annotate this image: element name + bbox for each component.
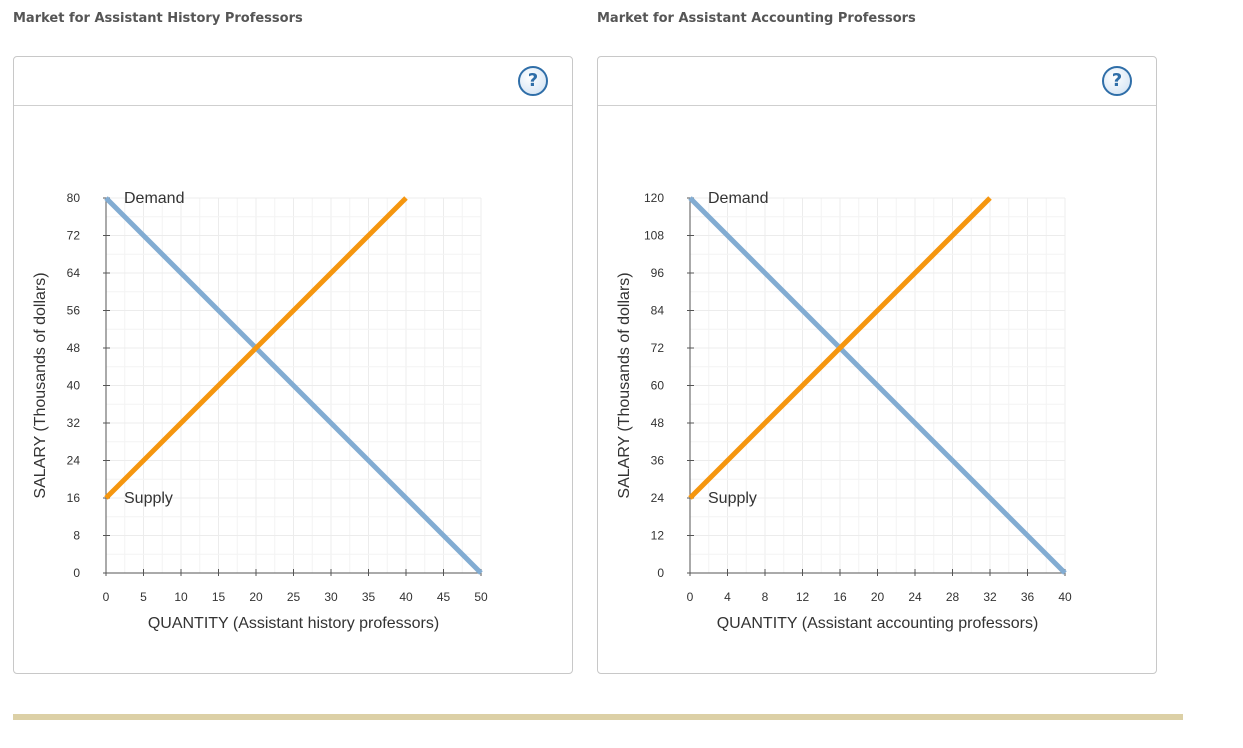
y-tick-label: 72 xyxy=(651,341,665,355)
panel-divider xyxy=(598,105,1156,106)
x-tick-label: 32 xyxy=(983,590,997,604)
y-tick-label: 60 xyxy=(651,379,665,393)
demand-label: Demand xyxy=(708,190,768,207)
y-axis-label: SALARY (Thousands of dollars) xyxy=(32,272,49,498)
y-tick-label: 0 xyxy=(657,566,664,580)
chart-panel-accounting: ? 0 12 24 36 48 60 72 84 96 108 120 0 4 8 12 16 20 24 28 32… xyxy=(597,56,1157,674)
y-tick-label: 64 xyxy=(67,266,81,280)
x-tick-label: 5 xyxy=(140,590,147,604)
supply-label: Supply xyxy=(124,490,173,507)
y-tick-label: 48 xyxy=(67,341,81,355)
x-tick-label: 30 xyxy=(324,590,338,604)
x-axis-label: QUANTITY (Assistant accounting professor… xyxy=(717,615,1039,632)
y-tick-label: 48 xyxy=(651,416,665,430)
x-tick-label: 20 xyxy=(871,590,885,604)
demand-curve xyxy=(688,196,1067,575)
y-tick-label: 84 xyxy=(651,304,665,318)
chart-panel-history: ? 0 8 16 24 32 40 48 56 64 72 80 0 5 10 15 20 25 30 35 40 45… xyxy=(13,56,573,674)
panel-divider xyxy=(14,105,572,106)
y-tick-label: 80 xyxy=(67,191,81,205)
y-tick-label: 56 xyxy=(67,304,81,318)
x-tick-label: 4 xyxy=(724,590,731,604)
x-tick-label: 15 xyxy=(212,590,226,604)
x-tick-label: 35 xyxy=(362,590,376,604)
help-button[interactable]: ? xyxy=(1102,66,1132,96)
x-tick-label: 28 xyxy=(946,590,960,604)
supply-curve xyxy=(688,196,992,500)
x-tick-label: 36 xyxy=(1021,590,1035,604)
x-tick-label: 40 xyxy=(1058,590,1072,604)
x-tick-label: 25 xyxy=(287,590,301,604)
y-tick-label: 96 xyxy=(651,266,665,280)
x-axis-label: QUANTITY (Assistant history professors) xyxy=(148,615,439,632)
x-tick-label: 40 xyxy=(399,590,413,604)
x-tick-label: 10 xyxy=(174,590,188,604)
y-tick-label: 32 xyxy=(67,416,81,430)
y-tick-label: 120 xyxy=(644,191,664,205)
question-mark-icon: ? xyxy=(1111,70,1123,91)
x-tick-label: 20 xyxy=(249,590,263,604)
bottom-divider-bar xyxy=(13,714,1183,720)
y-tick-label: 72 xyxy=(67,229,81,243)
y-tick-label: 24 xyxy=(651,491,665,505)
x-tick-label: 8 xyxy=(762,590,769,604)
y-axis-label: SALARY (Thousands of dollars) xyxy=(616,272,633,498)
x-tick-label: 45 xyxy=(437,590,451,604)
chart-title-history: Market for Assistant History Professors xyxy=(13,11,303,26)
demand-label: Demand xyxy=(124,190,184,207)
y-tick-label: 8 xyxy=(73,529,80,543)
y-tick-label: 12 xyxy=(651,529,665,543)
y-tick-label: 16 xyxy=(67,491,81,505)
x-tick-label: 16 xyxy=(833,590,847,604)
x-tick-label: 0 xyxy=(103,590,110,604)
question-mark-icon: ? xyxy=(527,70,539,91)
supply-curve xyxy=(104,196,408,500)
x-tick-label: 0 xyxy=(687,590,694,604)
supply-label: Supply xyxy=(708,490,757,507)
y-tick-label: 108 xyxy=(644,229,664,243)
x-tick-label: 24 xyxy=(908,590,922,604)
x-tick-label: 50 xyxy=(474,590,488,604)
y-tick-label: 36 xyxy=(651,454,665,468)
y-tick-label: 40 xyxy=(67,379,81,393)
demand-curve xyxy=(104,196,483,575)
y-tick-label: 0 xyxy=(73,566,80,580)
x-tick-label: 12 xyxy=(796,590,810,604)
chart-title-accounting: Market for Assistant Accounting Professo… xyxy=(597,11,916,26)
history-market-chart: 0 8 16 24 32 40 48 56 64 72 80 0 5 10 15 20 25 30 35 40 45 50… xyxy=(32,190,488,632)
y-tick-label: 24 xyxy=(67,454,81,468)
help-button[interactable]: ? xyxy=(518,66,548,96)
